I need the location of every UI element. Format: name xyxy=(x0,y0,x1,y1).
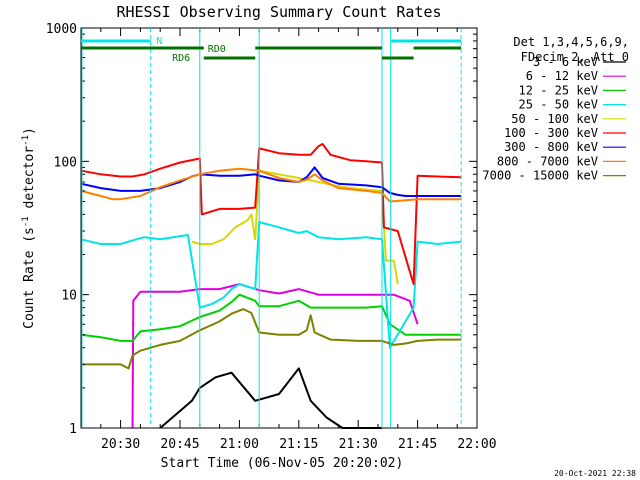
legend-label: 300 - 800 keV xyxy=(504,140,598,154)
x-tick-label: 20:45 xyxy=(160,437,199,452)
x-tick-label: 21:15 xyxy=(279,437,318,452)
legend-label: 800 - 7000 keV xyxy=(497,154,598,168)
x-tick-label: 22:00 xyxy=(457,437,496,452)
x-tick-label: 21:30 xyxy=(339,437,378,452)
y-axis-label: Count Rate (s-1 detector-1) xyxy=(21,127,37,329)
legend: Det 1,3,4,5,6,9,FDecim 2, Att 03 - 6 keV… xyxy=(482,35,629,183)
series-line-9 xyxy=(81,308,462,370)
y-tick-label: 10 xyxy=(61,289,77,304)
legend-label: 3 - 6 keV xyxy=(533,55,598,69)
series-line-7 xyxy=(80,166,462,197)
night-label: N xyxy=(156,36,162,47)
series-line-3 xyxy=(80,293,462,342)
rd6-label: RD6 xyxy=(172,53,190,64)
legend-label: 12 - 25 keV xyxy=(519,83,598,97)
legend-header: FDecim 2, Att 0 xyxy=(521,50,629,64)
x-tick-label: 21:45 xyxy=(398,437,437,452)
x-tick-label: 21:00 xyxy=(220,437,259,452)
rd0-label: RD0 xyxy=(208,44,226,55)
series-line-5 xyxy=(191,169,399,285)
legend-label: 100 - 300 keV xyxy=(504,126,598,140)
legend-label: 7000 - 15000 keV xyxy=(482,169,598,183)
x-axis-label: Start Time (06-Nov-05 20:20:02) xyxy=(161,456,404,471)
y-tick-label: 100 xyxy=(54,155,77,170)
y-tick-label: 1 xyxy=(69,422,77,437)
y-tick-label: 1000 xyxy=(46,22,77,37)
chart-title: RHESSI Observing Summary Count Rates xyxy=(116,3,441,21)
series-line-8 xyxy=(80,167,462,203)
timestamp: 20-Oct-2021 22:38 xyxy=(554,469,636,478)
legend-label: 25 - 50 keV xyxy=(519,98,598,112)
series-line-2 xyxy=(131,283,419,429)
x-tick-label: 20:30 xyxy=(101,437,140,452)
legend-label: 50 - 100 keV xyxy=(511,112,598,126)
legend-header: Det 1,3,4,5,6,9, xyxy=(513,35,629,49)
series-line-1 xyxy=(159,367,382,429)
series-line-4 xyxy=(80,221,462,349)
series-line-6 xyxy=(80,143,462,286)
legend-label: 6 - 12 keV xyxy=(526,69,598,83)
